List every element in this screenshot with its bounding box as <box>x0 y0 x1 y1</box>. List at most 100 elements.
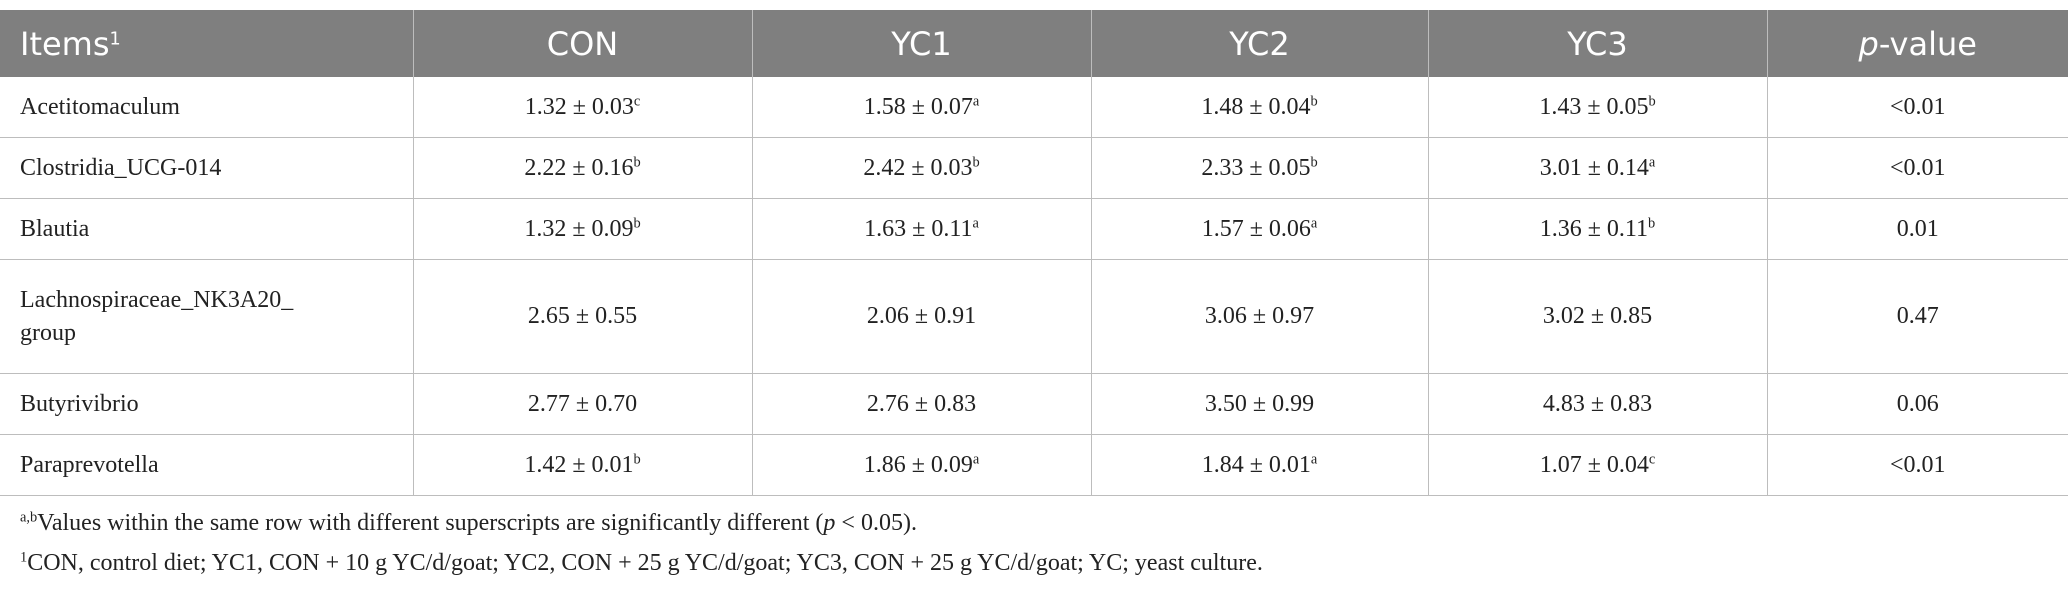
superscript: a <box>1310 215 1318 232</box>
superscript: b <box>1648 93 1656 110</box>
label-text: Lachnospiraceae_NK3A20_ <box>20 287 294 314</box>
value-cell: 2.76 ± 0.83 <box>752 373 1092 435</box>
footnote-text: CON, control diet; YC1, CON + 10 g YC/d/… <box>27 550 1263 576</box>
cell-text: 3.02 ± 0.85 <box>1542 303 1653 330</box>
superscript: b <box>633 154 641 171</box>
label-text: group <box>20 319 76 346</box>
table-container: Items1 CON YC1 YC2 YC3 p-value Acetitomaculum… <box>0 10 2068 496</box>
cell-text: 1.43 ± 0.05 <box>1539 93 1649 120</box>
italic-text: p <box>1858 24 1879 63</box>
value-cell: 1.43 ± 0.05b <box>1428 77 1768 138</box>
label-text: Acetitomaculum <box>20 93 180 120</box>
value-cell: 2.42 ± 0.03b <box>752 137 1092 199</box>
row-label: Paraprevotella <box>0 434 414 496</box>
superscript: c <box>1648 451 1656 468</box>
label-text: Paraprevotella <box>20 451 159 478</box>
value-cell: 3.50 ± 0.99 <box>1091 373 1429 435</box>
p-value-cell: <0.01 <box>1767 137 2068 199</box>
cell-text: 2.33 ± 0.05 <box>1201 154 1311 181</box>
header-cell: Items1 <box>0 10 414 77</box>
value-cell: 1.48 ± 0.04b <box>1091 77 1429 138</box>
value-cell: 2.33 ± 0.05b <box>1091 137 1429 199</box>
cell-text: 1.84 ± 0.01 <box>1201 451 1311 478</box>
cell-text: 2.65 ± 0.55 <box>527 303 638 330</box>
value-cell: 4.83 ± 0.83 <box>1428 373 1768 435</box>
cell-text: CON <box>546 24 619 63</box>
table-row: Clostridia_UCG-014 2.22 ± 0.16b 2.42 ± 0.0… <box>0 137 2068 199</box>
value-cell: 3.06 ± 0.97 <box>1091 259 1429 374</box>
superscript: b <box>633 451 641 468</box>
value-cell: 1.36 ± 0.11b <box>1428 198 1768 260</box>
superscript: c <box>633 93 641 110</box>
table-row: Butyrivibrio 2.77 ± 0.70 2.76 ± 0.83 3.50 ±… <box>0 373 2068 435</box>
header-cell: CON <box>413 10 753 77</box>
value-cell: 1.86 ± 0.09a <box>752 434 1092 496</box>
footnote-marker: 1 <box>20 549 28 566</box>
cell-text: -value <box>1878 24 1977 63</box>
footnote: a,bValues within the same row with diffe… <box>20 510 917 537</box>
header-cell: p-value <box>1767 10 2068 77</box>
p-value-cell: <0.01 <box>1767 434 2068 496</box>
header-cell: YC2 <box>1091 10 1429 77</box>
value-cell: 1.63 ± 0.11a <box>752 198 1092 260</box>
footnote-marker: a,b <box>20 509 38 526</box>
cell-text: 1.48 ± 0.04 <box>1201 93 1311 120</box>
superscript: a <box>972 93 980 110</box>
table-row: Acetitomaculum 1.32 ± 0.03c 1.58 ± 0.07a 1.… <box>0 77 2068 138</box>
value-cell: 2.06 ± 0.91 <box>752 259 1092 374</box>
row-label: Lachnospiraceae_NK3A20_group <box>0 259 414 374</box>
table-body: Acetitomaculum 1.32 ± 0.03c 1.58 ± 0.07a 1.… <box>0 77 2068 496</box>
cell-text: 2.06 ± 0.91 <box>866 303 977 330</box>
cell-text: 2.76 ± 0.83 <box>866 390 977 417</box>
value-cell: 1.84 ± 0.01a <box>1091 434 1429 496</box>
cell-text: 1.36 ± 0.11 <box>1539 215 1649 242</box>
label-text: Clostridia_UCG-014 <box>20 154 222 181</box>
footnote-text: < 0.05). <box>835 510 917 536</box>
cell-text: 3.06 ± 0.97 <box>1204 303 1315 330</box>
header-row: Items1 CON YC1 YC2 YC3 p-value <box>0 10 2068 77</box>
label-text: Blautia <box>20 215 90 242</box>
value-cell: 1.32 ± 0.03c <box>413 77 753 138</box>
cell-text: 1.07 ± 0.04 <box>1539 451 1649 478</box>
cell-text: 3.50 ± 0.99 <box>1204 390 1315 417</box>
value-cell: 1.32 ± 0.09b <box>413 198 753 260</box>
italic-text: p <box>823 510 836 536</box>
cell-text: 1.86 ± 0.09 <box>863 451 973 478</box>
superscript: a <box>1648 154 1656 171</box>
p-value-cell: 0.01 <box>1767 198 2068 260</box>
header-cell: YC3 <box>1428 10 1768 77</box>
value-cell: 1.07 ± 0.04c <box>1428 434 1768 496</box>
table-row: Lachnospiraceae_NK3A20_group 2.65 ± 0.55 2… <box>0 259 2068 374</box>
superscript: 1 <box>109 28 121 49</box>
cell-text: 2.22 ± 0.16 <box>524 154 634 181</box>
cell-text: YC3 <box>1567 24 1628 63</box>
data-table: Items1 CON YC1 YC2 YC3 p-value Acetitomaculum… <box>0 10 2068 496</box>
cell-text: 2.42 ± 0.03 <box>863 154 973 181</box>
cell-text: 3.01 ± 0.14 <box>1539 154 1649 181</box>
cell-text: 1.32 ± 0.03 <box>524 93 634 120</box>
cell-text: YC2 <box>1229 24 1290 63</box>
row-label: Blautia <box>0 198 414 260</box>
superscript: b <box>1310 154 1318 171</box>
superscript: b <box>1310 93 1318 110</box>
cell-text: 1.32 ± 0.09 <box>524 215 634 242</box>
cell-text: 1.63 ± 0.11 <box>864 215 973 242</box>
table-row: Blautia 1.32 ± 0.09b 1.63 ± 0.11a 1.57 ± 0.… <box>0 198 2068 260</box>
label-text: Butyrivibrio <box>20 390 139 417</box>
value-cell: 3.01 ± 0.14a <box>1428 137 1768 199</box>
cell-text: 1.58 ± 0.07 <box>863 93 973 120</box>
p-value-cell: <0.01 <box>1767 77 2068 138</box>
row-label: Clostridia_UCG-014 <box>0 137 414 199</box>
p-value-cell: 0.47 <box>1767 259 2068 374</box>
superscript: a <box>972 215 979 232</box>
value-cell: 1.57 ± 0.06a <box>1091 198 1429 260</box>
footnote-text: Values within the same row with differen… <box>37 510 824 536</box>
row-label: Butyrivibrio <box>0 373 414 435</box>
cell-text: 2.77 ± 0.70 <box>527 390 638 417</box>
value-cell: 1.42 ± 0.01b <box>413 434 753 496</box>
cell-text: YC1 <box>891 24 952 63</box>
footnote: 1CON, control diet; YC1, CON + 10 g YC/d… <box>20 550 1263 577</box>
cell-text: 1.57 ± 0.06 <box>1201 215 1311 242</box>
value-cell: 1.58 ± 0.07a <box>752 77 1092 138</box>
